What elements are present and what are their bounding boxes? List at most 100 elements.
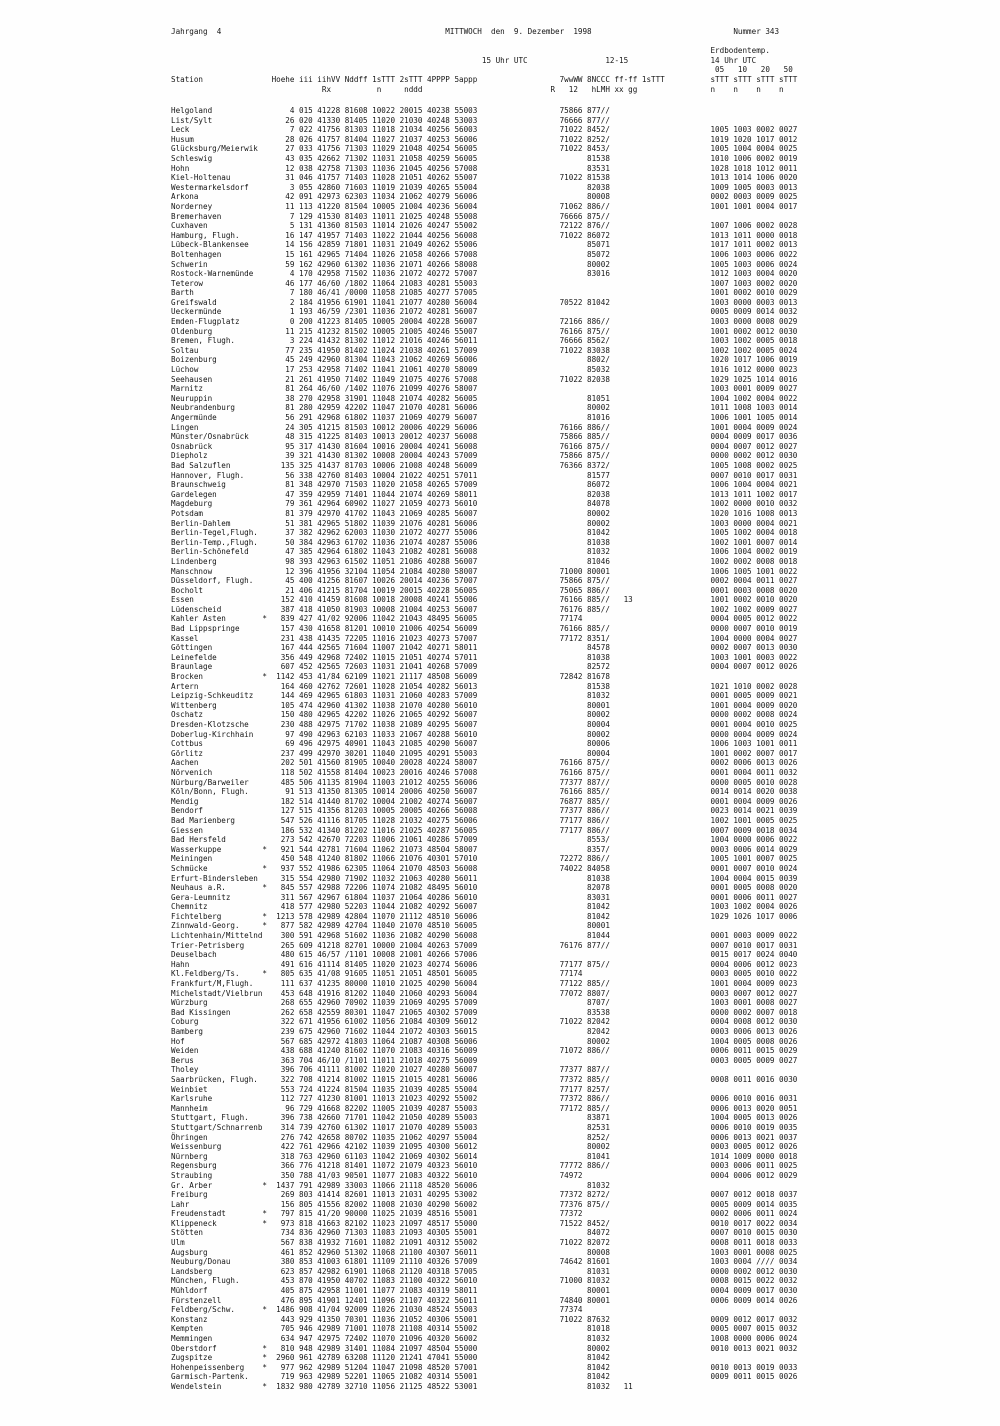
station-row: Coburg 322 671 41956 61002 11056 21084 4… — [171, 1017, 798, 1027]
station-row: Lüchow 17 253 42958 71402 11041 21061 40… — [171, 365, 798, 375]
station-row: Bad Hersfeld 273 542 42670 72203 11006 2… — [171, 835, 798, 845]
station-row: Essen 152 410 41459 81608 10018 20008 40… — [171, 595, 798, 605]
station-row: Potsdam 81 379 42970 41702 11043 21069 4… — [171, 508, 798, 518]
station-row: Weiden 438 688 41240 81602 11070 21083 4… — [171, 1046, 798, 1056]
station-row: Arkona 42 091 42973 62303 11034 21062 40… — [171, 192, 798, 202]
station-row: Kiel-Holtenau 31 046 41757 71403 11028 2… — [171, 173, 798, 183]
station-row: Leipzig-Schkeuditz 144 469 42965 61803 1… — [171, 691, 798, 701]
station-row: Würzburg 268 655 42960 70902 11039 21069… — [171, 998, 798, 1008]
station-row: Ulm 567 838 41932 71601 11082 21091 4031… — [171, 1238, 798, 1248]
station-row: Leck 7 022 41756 81303 11018 21034 40256… — [171, 125, 798, 135]
station-row: Oschatz 150 480 42965 42202 11026 21065 … — [171, 710, 798, 720]
station-row: Mannheim 96 729 41668 82202 11005 21039 … — [171, 1103, 798, 1113]
station-row: List/Sylt 26 020 41330 81405 11020 21030… — [171, 115, 610, 125]
station-row: Garmisch-Partenk. 719 963 42989 52201 11… — [171, 1372, 798, 1382]
station-row: Berlin-Tegel,Flugh. 37 382 42962 62003 1… — [171, 528, 798, 538]
station-row: Stötten 734 836 42960 71303 11083 21093 … — [171, 1228, 798, 1238]
station-row: Artern 164 460 42762 72601 11028 21054 4… — [171, 681, 798, 691]
spacer-row — [171, 37, 797, 47]
station-row: Bocholt 21 406 41215 81704 10019 20015 4… — [171, 585, 798, 595]
station-row: Nörvenich 118 502 41558 81404 10023 2001… — [171, 767, 798, 777]
station-row: Giessen 186 532 41340 81202 11016 21025 … — [171, 825, 798, 835]
station-row: Lingen 24 305 41215 81503 10012 20006 40… — [171, 422, 798, 432]
station-row: Deuselbach 480 615 46/57 /1101 10008 210… — [171, 950, 798, 960]
station-row: Lindenberg 98 393 42963 61502 11051 2108… — [171, 556, 798, 566]
station-row: Memmingen 634 947 42975 72402 11070 2109… — [171, 1334, 798, 1343]
station-row: Fichtelberg * 1213 578 42989 42804 11070… — [171, 911, 798, 921]
station-row: Aachen 202 501 41560 81905 10040 20028 4… — [171, 758, 798, 768]
station-row: Landsberg 623 857 42982 61901 11068 2112… — [171, 1266, 798, 1276]
station-row: Stuttgart/Schnarrenb 314 739 42760 61302… — [171, 1122, 798, 1132]
soil-depths-row: 05 10 20 50 — [171, 65, 793, 75]
station-row: Magdeburg 79 361 42964 60902 11027 21059… — [171, 499, 798, 509]
station-table: Helgoland 4 015 41228 81608 10022 20015 … — [171, 106, 797, 1392]
station-row: Neuhaus a.R. * 845 557 42988 72206 11074… — [171, 883, 798, 893]
station-row: Trier-Petrisberg 265 609 41218 82701 100… — [171, 940, 798, 950]
station-row: Soltau 77 235 41950 81402 11024 21038 40… — [171, 345, 798, 355]
station-row: Berus 363 704 46/10 /1101 11011 21018 40… — [171, 1055, 798, 1065]
station-row: Klippeneck * 973 818 41663 82102 11023 2… — [171, 1218, 798, 1228]
station-row: Hamburg, Flugh. 16 147 41957 71403 11022… — [171, 230, 798, 240]
station-row: Brocken * 1142 453 41/84 62109 11021 211… — [171, 672, 610, 682]
station-row: Neuruppin 38 270 42958 31901 11048 21074… — [171, 393, 798, 403]
station-row: Berlin-Dahlem 51 381 42965 51802 11039 2… — [171, 518, 798, 528]
station-row: Marnitz 81 264 46/60 /1402 11076 21099 4… — [171, 384, 798, 394]
station-row: Oldenburg 11 215 41232 81502 10005 21005… — [171, 326, 798, 336]
station-row: Bamberg 239 675 42960 71602 11044 21072 … — [171, 1027, 798, 1036]
station-row: Hannover, Flugh. 56 338 42760 81403 1000… — [171, 470, 798, 480]
station-row: Zugspitze * 2960 961 42789 63208 11120 2… — [171, 1353, 610, 1363]
station-row: Münster/Osnabrück 48 315 41225 81403 100… — [171, 432, 798, 442]
station-row: Westermarkelsdorf 3 055 42860 71603 1101… — [171, 182, 798, 192]
station-row: Kassel 231 438 41435 72205 11016 21023 4… — [171, 633, 798, 643]
station-row: Stuttgart, Flugh. 396 738 42660 71701 11… — [171, 1113, 798, 1123]
masthead-row: Jahrgang 4 MITTWOCH den 9. Dezember 1998… — [171, 27, 780, 36]
station-row: Straubing 350 788 41/03 90501 11077 2108… — [171, 1170, 798, 1180]
station-row: Helgoland 4 015 41228 81608 10022 20015 … — [171, 106, 610, 115]
station-row: Manschnow 12 396 41956 32104 11054 21084… — [171, 566, 798, 576]
station-row: Zinnwald-Georg. * 877 582 42989 42704 11… — [171, 921, 610, 931]
station-row: Mendig 182 514 41440 81702 10004 21002 4… — [171, 796, 798, 806]
station-row: Nürburg/Barweiler 485 506 41135 81904 11… — [171, 777, 798, 787]
station-row: Hohn 12 038 42758 71303 11036 21045 4025… — [171, 163, 798, 173]
station-row: Boltenhagen 15 161 42965 71404 11026 210… — [171, 249, 798, 259]
station-row: Chemnitz 418 577 42980 52203 11044 21082… — [171, 902, 798, 912]
station-row: Konstanz 443 929 41350 70301 11036 21052… — [171, 1314, 798, 1324]
station-row: Görlitz 237 499 42970 30201 11040 21095 … — [171, 748, 798, 758]
bulletin-header: Jahrgang 4 MITTWOCH den 9. Dezember 1998… — [171, 27, 797, 94]
soil-title-row: Erdbodentemp. — [171, 46, 770, 56]
station-row: Schleswig 43 035 42662 71302 11031 21058… — [171, 153, 798, 163]
station-row: Kempten 705 946 42989 71001 11078 21108 … — [171, 1324, 798, 1334]
station-row: Berlin-Schönefeld 47 385 42964 61802 110… — [171, 547, 798, 557]
station-row: Mühldorf 405 875 42958 11001 11077 21083… — [171, 1286, 798, 1296]
station-row: Fürstenzell 476 895 41901 12401 11096 21… — [171, 1295, 798, 1305]
station-row: Emden-Flugplatz 0 200 41223 81405 10005 … — [171, 317, 798, 327]
station-row: Boizenburg 45 249 42960 81304 11043 2106… — [171, 355, 798, 365]
station-row: Gera-Leumnitz 311 567 42967 61804 11037 … — [171, 892, 798, 902]
station-row: Wasserkuppe * 921 544 42781 71604 11062 … — [171, 844, 798, 854]
station-row: Gardelegen 47 359 42959 71401 11044 2107… — [171, 489, 798, 499]
station-row: Kahler Asten * 839 427 41/02 92006 11042… — [171, 614, 798, 624]
station-row: Berlin-Temp.,Flugh. 50 384 42963 61702 1… — [171, 537, 798, 547]
station-row: Göttingen 167 444 42565 71604 11007 2104… — [171, 643, 798, 653]
station-row: Rostock-Warnemünde 4 170 42958 71502 110… — [171, 269, 798, 279]
station-row: Köln/Bonn, Flugh. 91 513 41350 81305 100… — [171, 787, 798, 797]
station-row: Oberstdorf * 810 948 42989 31401 11084 2… — [171, 1343, 798, 1353]
station-row: Angermünde 56 291 42968 61802 11037 2106… — [171, 413, 798, 422]
station-row: Osnabrück 95 317 41430 81604 10016 20004… — [171, 441, 798, 451]
station-row: Lübeck-Blankensee 14 156 42859 71801 110… — [171, 240, 798, 250]
time-row: 15 Uhr UTC 12-15 14 Uhr UTC — [171, 55, 757, 65]
station-row: Bremerhaven 7 129 41530 81403 11011 2102… — [171, 211, 610, 221]
station-row: Gr. Arber * 1437 791 42989 33003 11066 2… — [171, 1180, 610, 1190]
station-row: Weinbiet 553 724 41224 81504 11035 21039… — [171, 1084, 610, 1094]
station-row: Leinefelde 356 449 42968 72402 11015 210… — [171, 652, 798, 662]
station-row: Lichtenhain/Mittelnd 300 591 42968 51602… — [171, 931, 798, 941]
station-row: Karlsruhe 112 727 41230 81001 11013 2102… — [171, 1094, 798, 1104]
station-row: Augsburg 461 852 42960 51302 11068 21100… — [171, 1247, 798, 1257]
station-row: Nürnberg 318 763 42960 61103 11042 21069… — [171, 1151, 798, 1161]
station-row: Neubrandenburg 81 280 42959 42202 11047 … — [171, 403, 798, 413]
station-row: Feldberg/Schw. * 1486 908 41/04 92009 11… — [171, 1305, 583, 1315]
station-row: Kl.Feldberg/Ts. * 805 635 41/08 91605 11… — [171, 969, 798, 979]
column-subheader-row: Rx n nddd R 12 hLMH xx gg n n n n — [171, 84, 784, 94]
station-row: Düsseldorf, Flugh. 45 400 41256 81607 10… — [171, 576, 798, 586]
